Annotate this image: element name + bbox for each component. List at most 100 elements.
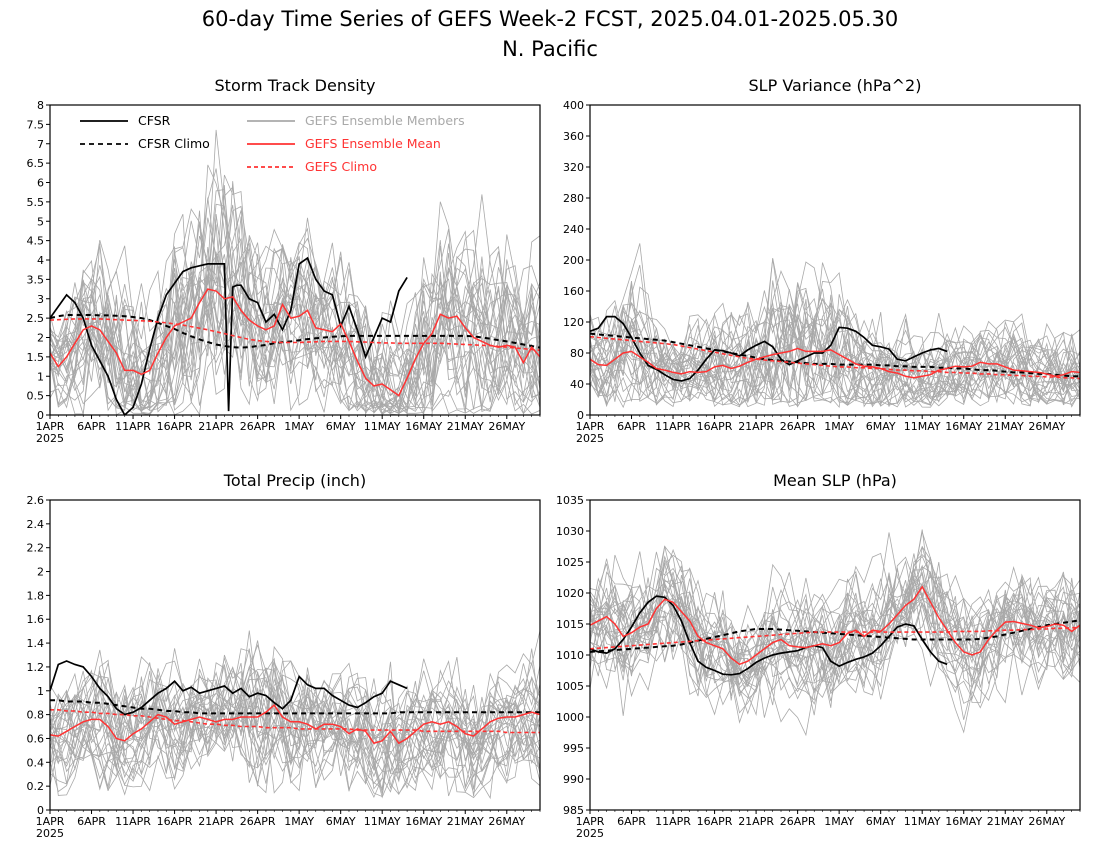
ensemble-member-line — [50, 656, 540, 794]
y-tick-label: 1005 — [556, 680, 584, 693]
series-line-cfsr-climo — [590, 332, 1080, 378]
y-tick-label: 200 — [563, 254, 584, 267]
series-line-ens-mean — [590, 347, 1080, 379]
x-tick-label: 1MAY — [284, 420, 314, 433]
y-tick-label: 3 — [37, 293, 44, 306]
x-tick-label: 6MAY — [866, 815, 896, 828]
x-year-label: 2025 — [576, 827, 604, 840]
ensemble-member-line — [590, 574, 1080, 716]
series-line-gefs-climo — [50, 318, 540, 352]
series-line-gefs-climo — [590, 626, 1080, 650]
ensemble-member-line — [50, 668, 540, 775]
y-tick-label: 0.4 — [27, 756, 45, 769]
y-tick-label: 2 — [37, 332, 44, 345]
ensemble-member-line — [590, 553, 1080, 718]
y-tick-label: 5.5 — [27, 196, 45, 209]
x-tick-label: 1APR — [576, 815, 605, 828]
y-tick-label: 0 — [37, 804, 44, 817]
plot-area — [590, 243, 1080, 409]
ensemble-member-line — [50, 658, 540, 772]
x-tick-label: 21APR — [198, 420, 234, 433]
panel-title: Storm Track Density — [215, 76, 376, 95]
x-tick-label: 26MAY — [1028, 815, 1065, 828]
y-tick-label: 240 — [563, 223, 584, 236]
ensemble-member-line — [590, 261, 1080, 407]
x-tick-label: 1MAY — [824, 420, 854, 433]
legend-label-cfsr: CFSR — [138, 113, 171, 128]
ensemble-member-line — [50, 181, 540, 415]
x-tick-label: 21MAY — [447, 815, 484, 828]
legend-label-cfsr-climo: CFSR Climo — [138, 136, 210, 151]
ensemble-member-line — [590, 307, 1080, 406]
x-tick-label: 11MAY — [364, 815, 401, 828]
series-line-cfsr-climo — [50, 699, 540, 715]
ensemble-member-line — [590, 531, 1080, 724]
y-tick-label: 3.5 — [27, 273, 45, 286]
ensemble-members — [50, 630, 540, 800]
y-tick-label: 0.5 — [27, 390, 45, 403]
y-tick-label: 0 — [577, 409, 584, 422]
series-line-cfsr — [590, 315, 948, 382]
y-tick-label: 400 — [563, 99, 584, 112]
ensemble-member-line — [50, 680, 540, 791]
y-tick-label: 280 — [563, 192, 584, 205]
y-tick-label: 6.5 — [27, 157, 45, 170]
x-tick-label: 11MAY — [364, 420, 401, 433]
ensemble-member-line — [590, 304, 1080, 409]
ensemble-member-line — [590, 243, 1080, 403]
ensemble-member-line — [590, 570, 1080, 734]
y-tick-label: 995 — [563, 742, 584, 755]
y-tick-label: 6 — [37, 177, 44, 190]
y-tick-label: 0 — [37, 409, 44, 422]
y-tick-label: 120 — [563, 316, 584, 329]
ensemble-member-line — [590, 317, 1080, 405]
legend-label-gefs-climo: GEFS Climo — [305, 159, 377, 174]
y-tick-label: 985 — [563, 804, 584, 817]
ensemble-member-line — [50, 203, 540, 415]
series-line-cfsr — [50, 256, 408, 415]
series-line-ens-mean — [590, 585, 1080, 666]
x-tick-label: 1APR — [576, 420, 605, 433]
x-tick-label: 21APR — [738, 420, 774, 433]
y-tick-label: 1025 — [556, 556, 584, 569]
chart-panel-4: Mean SLP (hPa) 985 990 995 1000 1005 1010 1015 1… — [556, 471, 1081, 840]
ensemble-member-line — [50, 667, 540, 778]
y-tick-label: 5 — [37, 215, 44, 228]
panel-title: Total Precip (inch) — [223, 471, 366, 490]
ensemble-member-line — [50, 243, 540, 413]
series-line-ens-mean — [50, 288, 540, 397]
ensemble-member-line — [50, 666, 540, 789]
y-tick-label: 2.2 — [27, 542, 45, 555]
x-tick-label: 16MAY — [945, 815, 982, 828]
ensemble-members — [50, 129, 540, 415]
ensemble-member-line — [50, 168, 540, 412]
series-line-cfsr — [50, 660, 408, 716]
y-tick-label: 2.5 — [27, 312, 45, 325]
y-tick-label: 990 — [563, 773, 584, 786]
y-tick-label: 80 — [570, 347, 584, 360]
ensemble-member-line — [590, 294, 1080, 405]
x-tick-label: 16MAY — [945, 420, 982, 433]
x-tick-label: 16APR — [697, 815, 733, 828]
figure-subtitle: N. Pacific — [502, 37, 598, 61]
x-tick-label: 21MAY — [987, 815, 1024, 828]
x-tick-label: 26MAY — [488, 420, 525, 433]
x-tick-label: 16MAY — [405, 815, 442, 828]
ensemble-member-line — [50, 237, 540, 414]
x-tick-label: 11MAY — [904, 815, 941, 828]
ensemble-member-line — [590, 280, 1080, 408]
y-tick-label: 4 — [37, 254, 44, 267]
y-tick-label: 40 — [570, 378, 584, 391]
ensemble-member-line — [590, 554, 1080, 692]
y-tick-label: 1015 — [556, 618, 584, 631]
y-tick-label: 1 — [37, 685, 44, 698]
y-tick-label: 1035 — [556, 494, 584, 507]
y-tick-label: 7.5 — [27, 118, 45, 131]
legend-label-ens-mean: GEFS Ensemble Mean — [305, 136, 441, 151]
ensemble-member-line — [50, 669, 540, 792]
x-tick-label: 11MAY — [904, 420, 941, 433]
x-tick-label: 26APR — [240, 815, 276, 828]
x-tick-label: 26MAY — [488, 815, 525, 828]
